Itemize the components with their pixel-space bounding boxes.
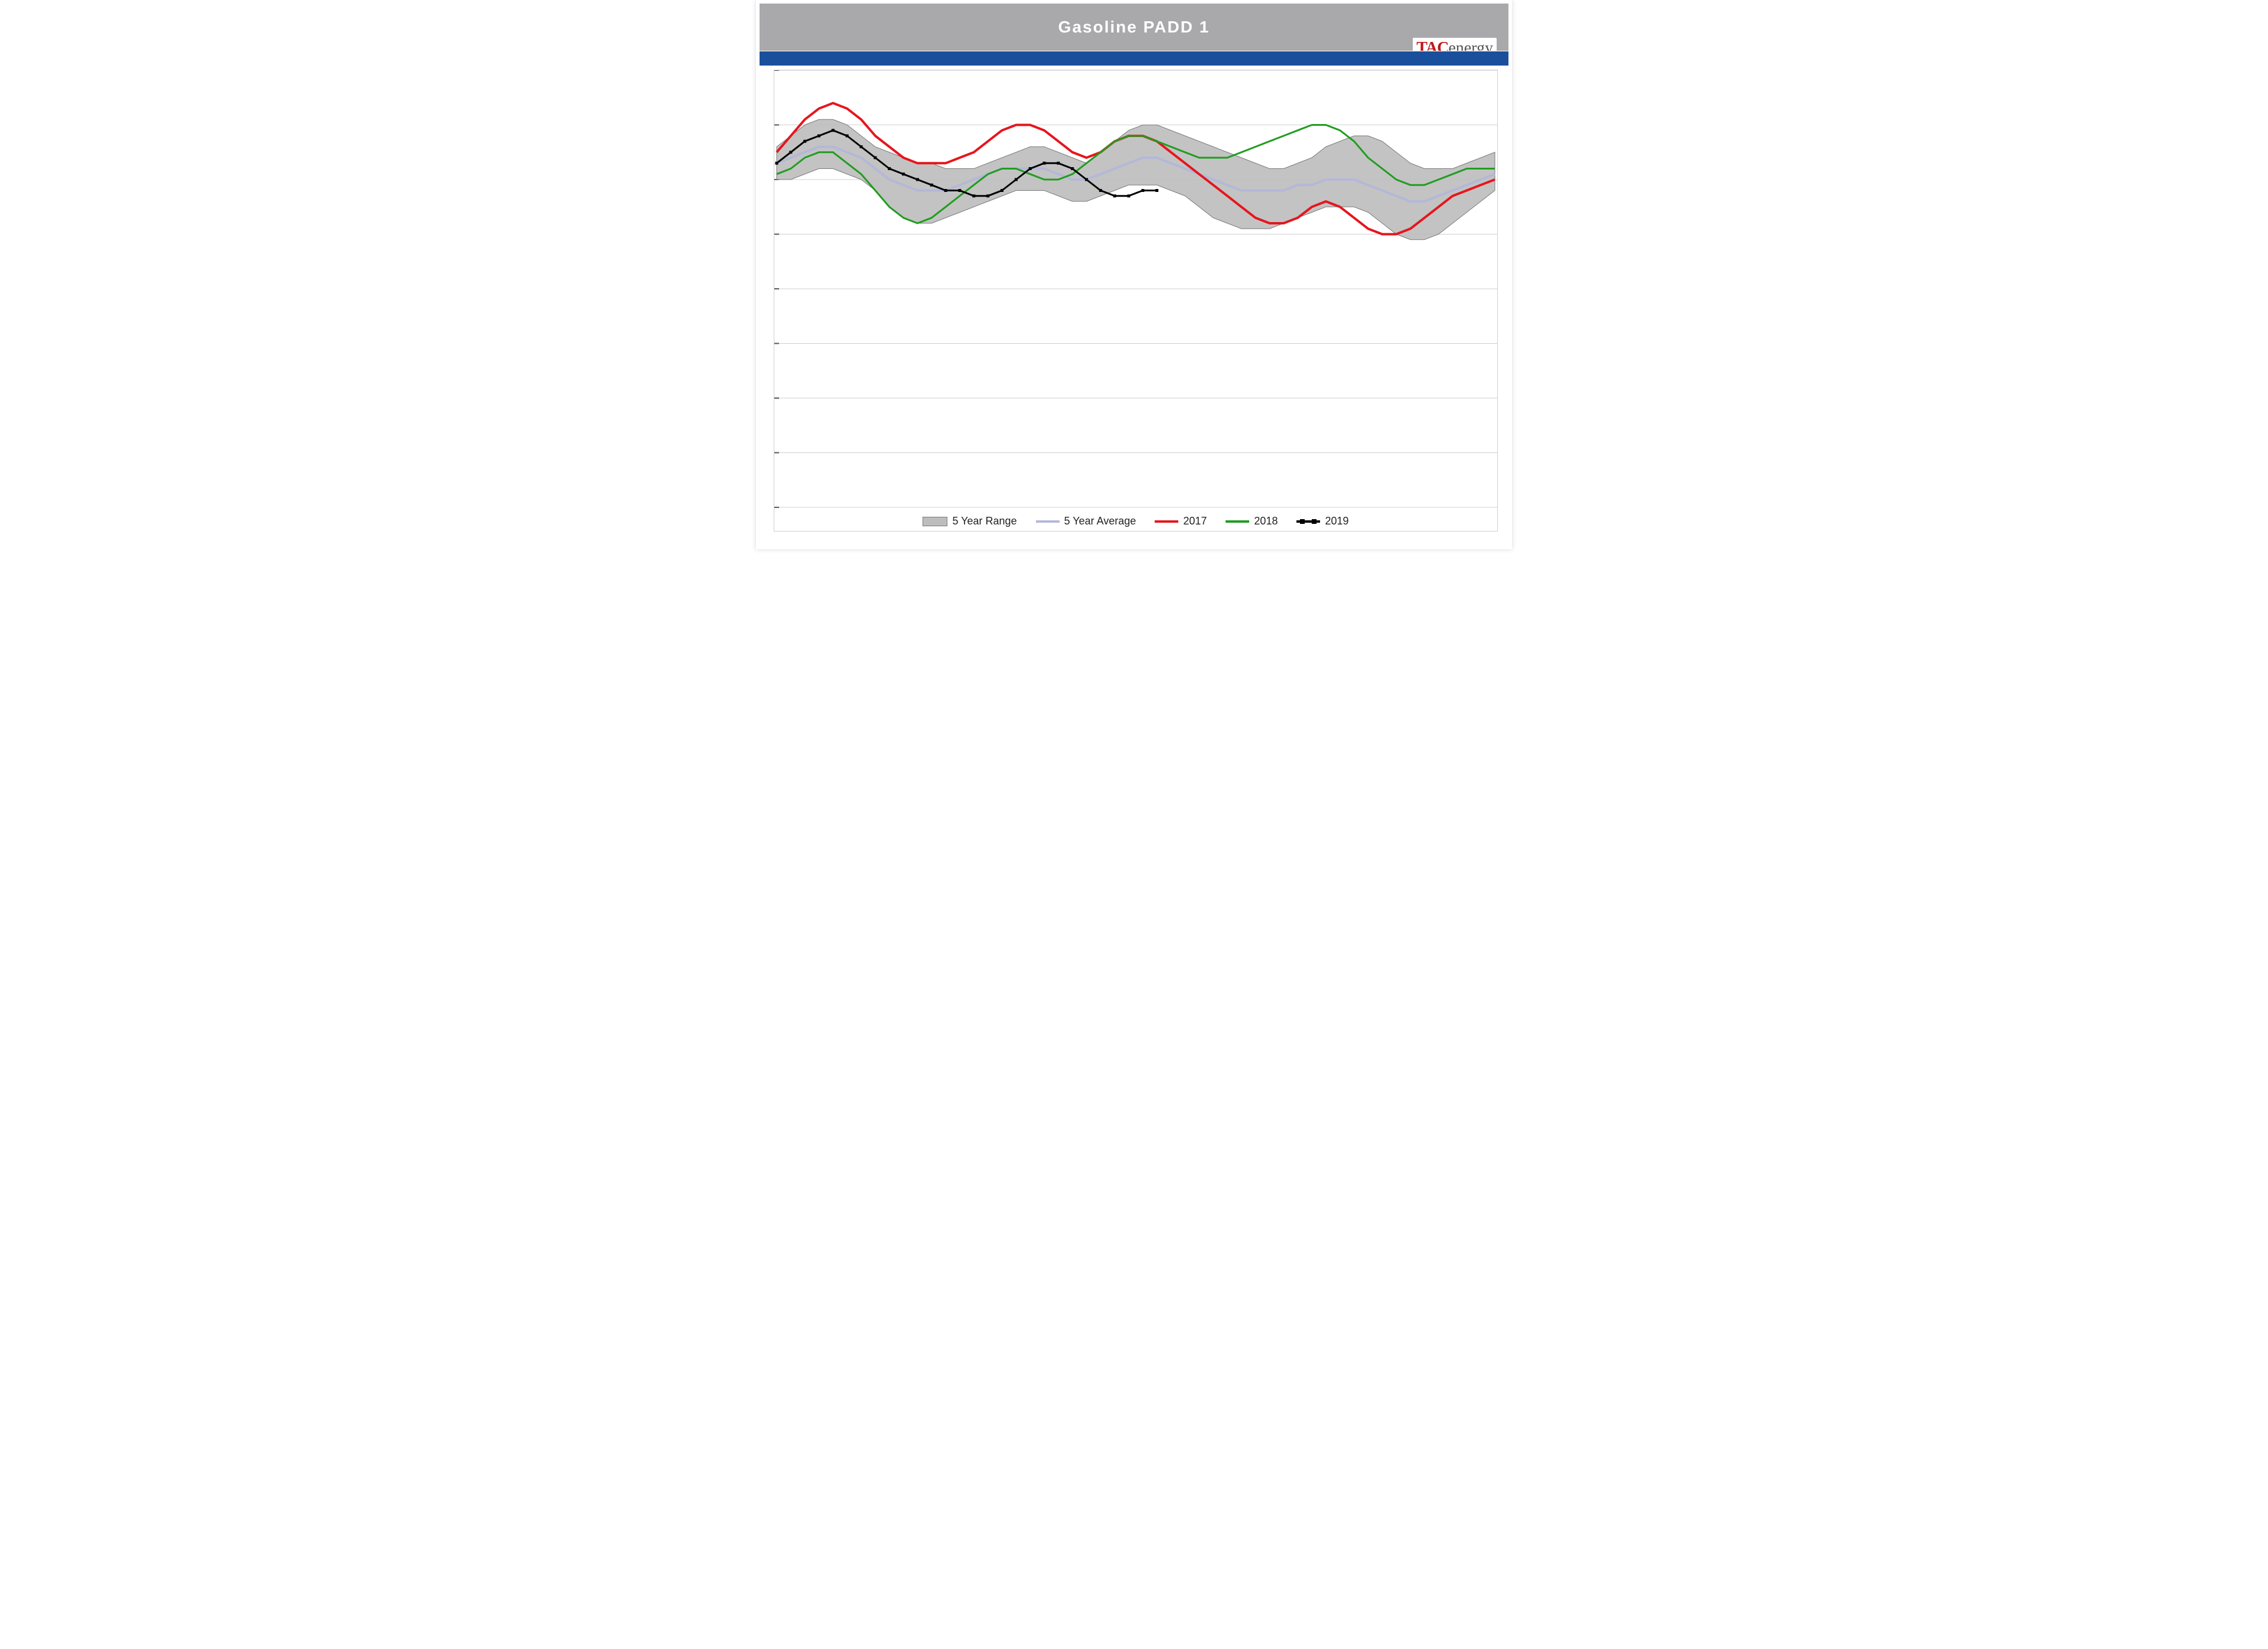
legend: 5 Year Range 5 Year Average 2017 2018 20…	[774, 515, 1497, 527]
plot-area: 5 Year Range 5 Year Average 2017 2018 20…	[774, 70, 1498, 532]
legend-swatch-2017	[1155, 520, 1178, 523]
legend-item-2019: 2019	[1296, 515, 1348, 527]
legend-label-range: 5 Year Range	[952, 515, 1016, 527]
legend-item-2018: 2018	[1226, 515, 1278, 527]
legend-label-2019: 2019	[1325, 515, 1348, 527]
chart-title: Gasoline PADD 1	[1058, 18, 1210, 37]
legend-label-2017: 2017	[1183, 515, 1207, 527]
header-accent-band	[760, 51, 1508, 66]
legend-swatch-2019	[1296, 520, 1320, 523]
legend-item-range: 5 Year Range	[923, 515, 1016, 527]
legend-label-2018: 2018	[1254, 515, 1278, 527]
five-year-range	[777, 119, 1495, 240]
title-bar: Gasoline PADD 1 TACenergy	[760, 4, 1508, 51]
legend-swatch-2018	[1226, 520, 1249, 523]
legend-swatch-avg	[1036, 520, 1060, 523]
chart-frame: Gasoline PADD 1 TACenergy 5 Year Range 5…	[756, 0, 1512, 549]
legend-swatch-range	[923, 517, 947, 526]
legend-item-avg: 5 Year Average	[1036, 515, 1136, 527]
chart-svg	[774, 70, 1497, 531]
legend-item-2017: 2017	[1155, 515, 1207, 527]
legend-label-avg: 5 Year Average	[1064, 515, 1136, 527]
